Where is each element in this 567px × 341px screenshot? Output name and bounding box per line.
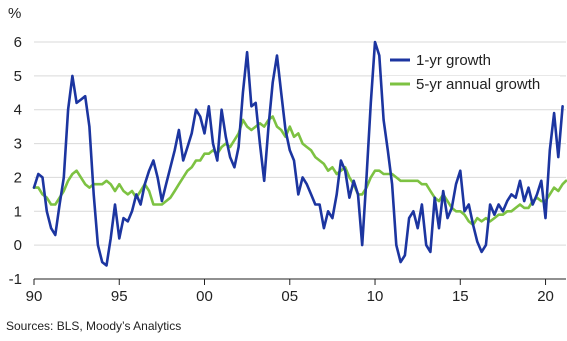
x-tick-label: 20: [537, 288, 554, 305]
legend-label: 1-yr growth: [416, 52, 491, 69]
series-lines: [32, 40, 567, 267]
y-tick-label: 0: [14, 237, 22, 254]
y-axis-labels: -1 0 1 2 3 4 5 6: [9, 34, 22, 288]
series-line: [32, 40, 564, 267]
gridlines: [34, 41, 566, 246]
legend: 1-yr growth 5-yr annual growth: [386, 52, 560, 93]
x-tick-label: 00: [196, 288, 213, 305]
y-tick-label: 1: [14, 203, 22, 220]
x-axis: 90 95 00 05 10 15 20: [26, 278, 566, 305]
y-tick-label: 5: [14, 68, 22, 85]
legend-label: 5-yr annual growth: [416, 76, 540, 93]
series-line: [32, 115, 567, 227]
legend-background: [386, 52, 560, 68]
x-tick-label: 10: [367, 288, 384, 305]
source-note: Sources: BLS, Moody’s Analytics: [6, 319, 182, 333]
legend-background: [386, 76, 560, 92]
x-tick-label: 15: [452, 288, 469, 305]
y-tick-label: 2: [14, 169, 22, 186]
x-tick-label: 05: [281, 288, 298, 305]
y-tick-label: 3: [14, 136, 22, 153]
x-tick-label: 90: [26, 288, 43, 305]
y-tick-label: 6: [14, 34, 22, 51]
y-tick-label: -1: [9, 271, 22, 288]
y-unit-label: %: [8, 5, 21, 22]
y-tick-label: 4: [14, 102, 22, 119]
x-tick-label: 95: [111, 288, 128, 305]
